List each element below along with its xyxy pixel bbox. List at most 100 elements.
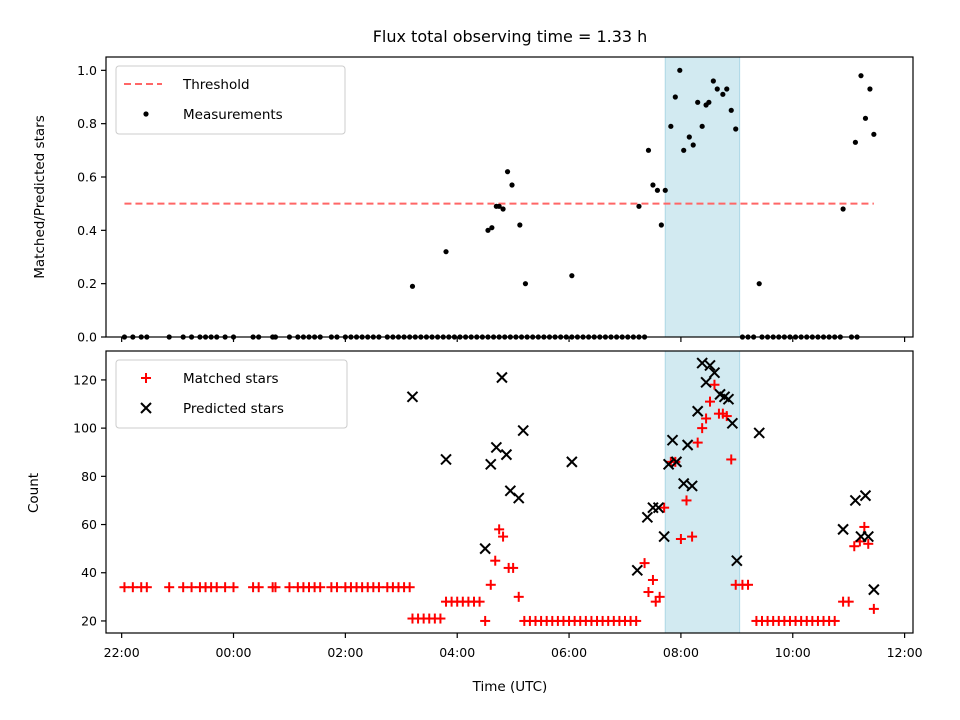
predicted-star-d2 <box>406 391 419 403</box>
predicted-star-d2 <box>837 523 849 536</box>
top-legend-label-1: Measurements <box>183 107 283 123</box>
matched-star-4 <box>164 582 175 593</box>
matched-star-10 <box>211 582 222 593</box>
matched-star-54 <box>498 531 509 542</box>
matched-star-50 <box>480 615 491 626</box>
bottom-legend-label-0: Matched stars <box>183 371 279 387</box>
matched-star-79 <box>639 558 650 569</box>
predicted-star-d2 <box>652 501 665 514</box>
top-point-121 <box>686 134 692 140</box>
predicted-star-d2 <box>677 477 690 490</box>
matched-star-87 <box>675 534 686 544</box>
matched-star-84 <box>659 502 670 513</box>
predicted-star-17 <box>666 434 679 446</box>
predicted-star-d2 <box>641 511 654 524</box>
top-point-114 <box>654 187 661 193</box>
predicted-star-19 <box>677 477 690 490</box>
matched-star-16 <box>270 582 281 593</box>
bottom-ytick-label-3: 80 <box>81 469 97 484</box>
predicted-star-29 <box>722 393 735 405</box>
top-point-127 <box>710 78 716 84</box>
top-legend-label-0: Threshold <box>182 77 250 93</box>
xtick-label-5: 08:00 <box>663 645 699 660</box>
predicted-star-d2 <box>708 366 721 379</box>
matched-star-92 <box>701 413 712 424</box>
predicted-star-10 <box>566 456 578 468</box>
predicted-star-d2 <box>714 388 726 401</box>
predicted-star-d2 <box>686 480 698 492</box>
bottom-ytick-label-2: 60 <box>81 517 97 532</box>
predicted-star-d2 <box>726 417 739 430</box>
top-point-111 <box>636 203 642 209</box>
predicted-star-9 <box>517 424 529 437</box>
top-point-102 <box>489 225 495 231</box>
predicted-star-d2 <box>513 492 525 504</box>
predicted-star-1 <box>440 453 452 466</box>
predicted-star-12 <box>641 511 654 524</box>
predicted-star-d2 <box>631 564 643 577</box>
predicted-star-d2 <box>681 439 694 451</box>
matched-star-90 <box>692 437 703 448</box>
top-legend-box <box>115 65 346 135</box>
top-point-120 <box>681 147 687 153</box>
predicted-star-24 <box>700 376 712 389</box>
top-highlight-span <box>664 56 741 338</box>
top-point-99 <box>409 283 416 289</box>
chart-title: Flux total observing time = 1.33 h <box>373 27 648 46</box>
predicted-star-36 <box>859 489 872 502</box>
top-point-117 <box>668 123 674 129</box>
predicted-star-4 <box>490 441 503 454</box>
matched-star-123 <box>868 603 879 614</box>
bottom-panel: 20 40 60 80 100 120 22:00 00:00 02:00 04:00 06:00 0… <box>73 350 923 660</box>
top-point-134 <box>840 206 846 212</box>
xtick-label-4: 06:00 <box>551 645 587 660</box>
matched-star-122 <box>863 538 874 549</box>
top-ytick-label-0: 0.0 <box>77 330 97 345</box>
matched-star-119 <box>849 541 860 552</box>
predicted-star-30 <box>726 417 739 430</box>
top-point-139 <box>871 131 877 137</box>
predicted-star-d2 <box>849 494 862 507</box>
predicted-star-26 <box>708 366 721 379</box>
matched-star-51 <box>485 579 496 590</box>
top-point-109 <box>522 281 529 287</box>
xtick-label-6: 10:00 <box>775 645 811 660</box>
plot-layer: 0.0 0.2 0.4 0.6 0.8 1.0 Threshold Measurements 2… <box>73 56 923 660</box>
top-ytick-label-3: 0.6 <box>77 170 97 185</box>
predicted-star-5 <box>496 371 508 384</box>
predicted-star-d2 <box>500 448 513 461</box>
predicted-star-38 <box>868 583 880 596</box>
xtick-label-1: 00:00 <box>215 645 251 660</box>
top-point-123 <box>695 99 701 105</box>
bottom-y-axis-label: Count <box>26 473 42 513</box>
top-point-108 <box>517 222 523 228</box>
matched-star-14 <box>253 582 264 593</box>
predicted-star-d2 <box>440 453 452 466</box>
predicted-star-d2 <box>696 357 708 369</box>
bottom-legend-label-1: Predicted stars <box>183 401 284 417</box>
predicted-star-37 <box>862 530 874 543</box>
predicted-star-d2 <box>670 456 683 468</box>
matched-star-81 <box>647 574 658 585</box>
predicted-star-11 <box>631 564 643 577</box>
top-ytick-label-4: 0.8 <box>77 116 97 131</box>
top-point-138 <box>867 86 873 92</box>
predicted-star-d2 <box>566 456 578 468</box>
top-point-115 <box>658 222 664 228</box>
predicted-star-23 <box>696 357 708 369</box>
bottom-legend-box <box>115 359 348 429</box>
predicted-star-6 <box>500 448 513 461</box>
top-point-119 <box>677 67 683 73</box>
matched-star-57 <box>513 591 524 602</box>
xtick-label-0: 22:00 <box>104 645 140 660</box>
legend-measurement-swatch <box>143 111 149 117</box>
top-point-129 <box>720 91 726 97</box>
bottom-frame <box>105 350 914 634</box>
predicted-star-14 <box>652 501 665 514</box>
predicted-star-32 <box>753 427 765 439</box>
predicted-star-25 <box>704 359 716 372</box>
predicted-star-2 <box>479 542 491 555</box>
bottom-ytick-label-5: 120 <box>73 372 97 387</box>
top-point-124 <box>699 123 705 129</box>
predicted-star-d2 <box>658 530 670 543</box>
